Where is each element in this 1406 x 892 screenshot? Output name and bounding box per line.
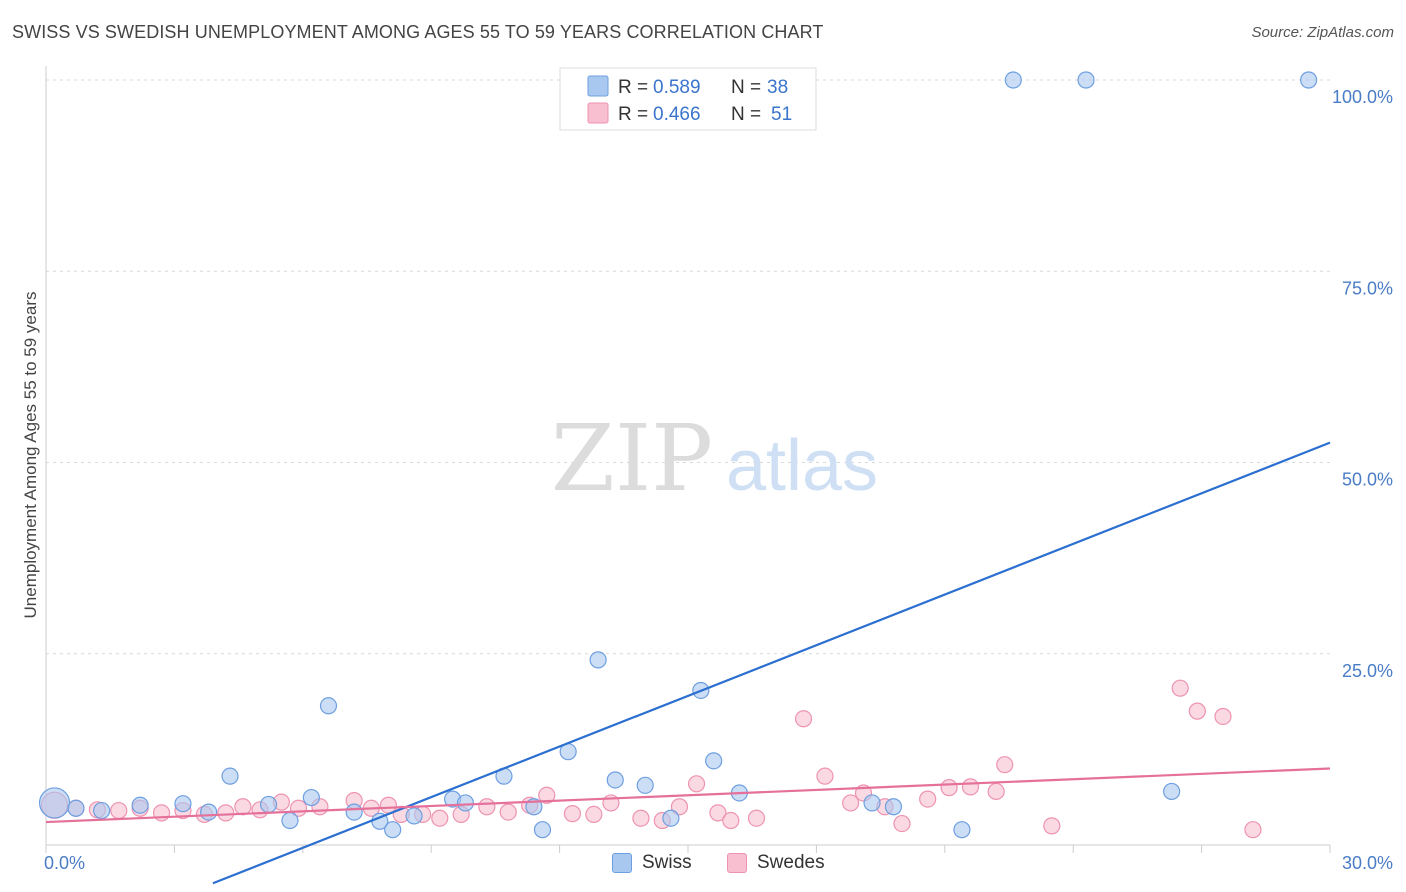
legend-swatch-swedes bbox=[587, 102, 609, 124]
x-tick-label-0: 0.0% bbox=[44, 853, 85, 873]
point-swiss-4 bbox=[174, 795, 192, 813]
point-swiss-30 bbox=[953, 821, 971, 839]
point-swedes-21 bbox=[478, 798, 496, 816]
bottom-legend-swiss: Swiss bbox=[612, 852, 692, 874]
bottom-legend: Swiss Swedes bbox=[0, 852, 1406, 878]
point-swedes-48 bbox=[1188, 702, 1206, 720]
point-swiss-3 bbox=[131, 796, 149, 814]
trend-line-swiss bbox=[212, 441, 1331, 885]
point-swiss-1 bbox=[67, 799, 85, 817]
y-tick-label-0: 100.0% bbox=[1332, 87, 1393, 107]
bottom-legend-swedes: Swedes bbox=[727, 852, 825, 874]
point-swedes-3 bbox=[110, 801, 128, 820]
watermark: ZIP atlas bbox=[551, 405, 878, 512]
point-swedes-45 bbox=[996, 756, 1014, 774]
y-tick-label-1: 75.0% bbox=[1342, 278, 1393, 298]
bottom-legend-label-swiss: Swiss bbox=[642, 852, 692, 873]
point-swedes-42 bbox=[940, 779, 958, 797]
y-tick-label-3: 25.0% bbox=[1342, 661, 1393, 681]
chart-title: SWISS VS SWEDISH UNEMPLOYMENT AMONG AGES… bbox=[12, 22, 824, 42]
y-axis-label: Unemployment Among Ages 55 to 59 years bbox=[21, 292, 40, 619]
legend-swatch-swiss bbox=[587, 75, 609, 97]
point-swedes-50 bbox=[1244, 821, 1262, 839]
point-swedes-24 bbox=[538, 786, 556, 804]
x-tick-labels: 0.0% 30.0% bbox=[44, 853, 1393, 873]
legend-n-label-swiss: N = bbox=[731, 77, 761, 98]
point-swedes-37 bbox=[842, 794, 860, 812]
point-swiss-8 bbox=[281, 811, 299, 830]
trend-lines bbox=[45, 441, 1331, 885]
point-swiss-14 bbox=[405, 807, 423, 825]
legend-n-value-swedes: 51 bbox=[771, 104, 792, 125]
x-tick-label-1: 30.0% bbox=[1342, 853, 1393, 873]
point-swiss-32 bbox=[1077, 71, 1095, 89]
point-swedes-34 bbox=[747, 809, 766, 827]
point-swiss-2 bbox=[93, 801, 111, 820]
legend-n-value-swiss: 38 bbox=[767, 77, 788, 98]
point-swedes-47 bbox=[1171, 679, 1189, 697]
data-points bbox=[38, 71, 1318, 839]
point-swedes-40 bbox=[893, 814, 911, 833]
watermark-zip: ZIP bbox=[551, 405, 713, 512]
point-swiss-9 bbox=[302, 788, 320, 807]
point-swiss-23 bbox=[636, 776, 654, 794]
point-swedes-25 bbox=[563, 805, 582, 823]
watermark-atlas: atlas bbox=[726, 426, 878, 506]
point-swiss-16 bbox=[456, 794, 475, 812]
point-swedes-8 bbox=[217, 804, 235, 822]
legend-r-label-swiss: R = bbox=[618, 77, 648, 98]
grid-lines bbox=[46, 79, 1330, 655]
point-swedes-44 bbox=[987, 782, 1005, 801]
point-swiss-33 bbox=[1163, 782, 1181, 801]
point-swedes-43 bbox=[961, 778, 980, 796]
bottom-legend-swatch-swiss bbox=[612, 853, 632, 873]
chart-source: Source: ZipAtlas.com bbox=[1251, 24, 1394, 41]
y-tick-label-2: 50.0% bbox=[1342, 470, 1393, 490]
point-swiss-21 bbox=[589, 651, 607, 669]
point-swiss-22 bbox=[606, 771, 624, 789]
point-swiss-31 bbox=[1004, 71, 1022, 89]
point-swedes-31 bbox=[687, 775, 706, 793]
point-swiss-34 bbox=[1299, 71, 1318, 89]
point-swiss-7 bbox=[259, 795, 278, 814]
correlation-legend: R = 0.589 N = 38 R = 0.466 N = 51 bbox=[559, 67, 817, 131]
point-swiss-5 bbox=[200, 803, 218, 821]
point-swedes-49 bbox=[1214, 707, 1232, 726]
point-swiss-0 bbox=[38, 787, 71, 819]
point-swedes-46 bbox=[1043, 817, 1061, 835]
point-swiss-28 bbox=[863, 794, 881, 812]
point-swedes-35 bbox=[794, 710, 813, 728]
bottom-legend-swatch-swedes bbox=[727, 853, 747, 873]
legend-r-value-swedes: 0.466 bbox=[653, 104, 701, 125]
legend-r-value-swiss: 0.589 bbox=[653, 77, 701, 98]
point-swiss-10 bbox=[319, 697, 338, 715]
point-swiss-29 bbox=[884, 798, 903, 816]
point-swedes-19 bbox=[431, 809, 449, 827]
point-swiss-19 bbox=[533, 821, 552, 839]
point-swedes-26 bbox=[585, 805, 603, 824]
point-swedes-33 bbox=[722, 811, 740, 830]
point-swiss-11 bbox=[345, 803, 363, 821]
y-tick-labels: 100.0% 75.0% 50.0% 25.0% bbox=[1332, 87, 1393, 681]
point-swedes-9 bbox=[234, 798, 252, 816]
point-swedes-32 bbox=[709, 804, 727, 822]
trend-line-swedes bbox=[45, 767, 1331, 824]
point-swedes-22 bbox=[499, 803, 517, 821]
axes bbox=[45, 66, 1331, 853]
legend-n-label-swedes: N = bbox=[731, 104, 761, 125]
point-swedes-30 bbox=[670, 798, 689, 816]
point-swiss-24 bbox=[662, 809, 680, 827]
point-swiss-6 bbox=[221, 767, 239, 785]
point-swedes-36 bbox=[816, 767, 834, 785]
point-swedes-41 bbox=[919, 790, 937, 808]
bottom-legend-label-swedes: Swedes bbox=[757, 852, 825, 873]
point-swedes-28 bbox=[632, 809, 650, 827]
point-swiss-13 bbox=[384, 821, 402, 839]
legend-r-label-swedes: R = bbox=[618, 104, 648, 125]
point-swiss-26 bbox=[705, 752, 723, 770]
